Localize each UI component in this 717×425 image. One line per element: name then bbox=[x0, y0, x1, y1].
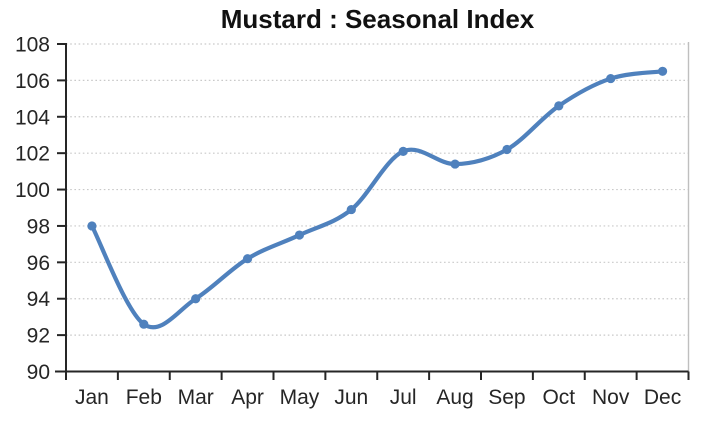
y-tick-label: 104 bbox=[15, 106, 50, 129]
series-marker bbox=[554, 101, 564, 111]
series-marker bbox=[87, 221, 97, 231]
series-marker bbox=[606, 73, 616, 84]
x-tick-label: Jan bbox=[75, 386, 109, 409]
y-tick-label: 96 bbox=[27, 252, 50, 275]
series-marker bbox=[657, 66, 668, 76]
x-tick-label: Feb bbox=[126, 386, 162, 409]
series-line bbox=[89, 69, 665, 330]
y-tick-label: 90 bbox=[27, 361, 50, 384]
x-tick-label: Dec bbox=[644, 386, 681, 409]
y-tick-label: 102 bbox=[15, 143, 50, 166]
y-tick-label: 100 bbox=[15, 179, 50, 202]
series-marker bbox=[398, 146, 408, 156]
x-tick-label: Apr bbox=[231, 386, 264, 409]
x-tick-label: Jun bbox=[334, 386, 368, 409]
series-marker bbox=[346, 204, 356, 215]
x-tick-label: Aug bbox=[436, 386, 473, 409]
x-tick-label: Oct bbox=[542, 386, 575, 409]
y-tick-label: 108 bbox=[15, 34, 50, 57]
x-tick-label: Mar bbox=[178, 386, 214, 409]
series-marker bbox=[502, 144, 512, 155]
y-tick-label: 98 bbox=[27, 215, 50, 238]
y-tick-label: 92 bbox=[27, 325, 50, 348]
series-marker bbox=[191, 294, 201, 304]
series-marker bbox=[242, 254, 253, 264]
x-tick-label: May bbox=[280, 386, 320, 409]
x-tick-label: Nov bbox=[592, 386, 630, 409]
series-marker bbox=[139, 319, 149, 329]
y-tick-label: 106 bbox=[15, 70, 50, 93]
x-tick-label: Sep bbox=[488, 386, 525, 409]
series-marker bbox=[450, 159, 460, 169]
chart-title: Mustard : Seasonal Index bbox=[220, 4, 535, 34]
y-tick-label: 94 bbox=[27, 288, 51, 311]
series-marker bbox=[294, 230, 305, 240]
x-tick-label: Jul bbox=[390, 386, 417, 409]
